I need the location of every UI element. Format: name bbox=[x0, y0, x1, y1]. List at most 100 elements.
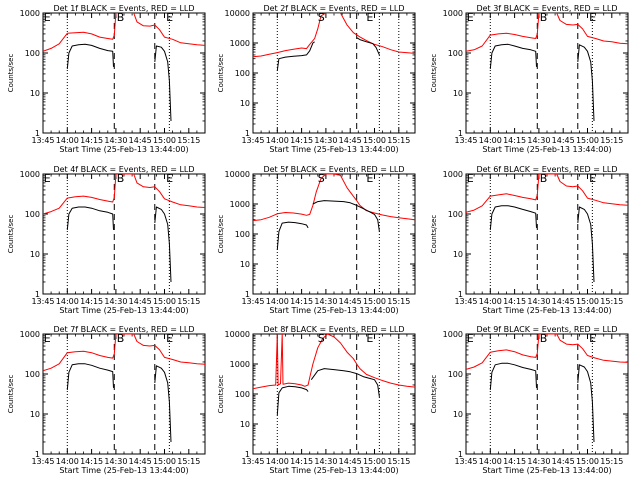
x-tick-label: 15:15 bbox=[387, 457, 410, 466]
x-tick-label: 15:15 bbox=[177, 136, 200, 145]
events-series-line bbox=[154, 45, 172, 122]
interval-marker-label: E bbox=[166, 172, 173, 185]
lld-series-line bbox=[43, 13, 205, 52]
interval-marker-label: E bbox=[467, 332, 474, 345]
x-tick-label: 14:00 bbox=[56, 297, 79, 306]
x-tick-label: 15:15 bbox=[387, 297, 410, 306]
y-tick-label: 10 bbox=[453, 89, 463, 98]
x-axis-label: Start Time (25-Feb-13 13:44:00) bbox=[59, 145, 188, 154]
interval-marker-label: E bbox=[166, 11, 173, 24]
x-tick-label: 14:00 bbox=[56, 136, 79, 145]
x-tick-label: 14:30 bbox=[104, 297, 127, 306]
interval-marker-label: S bbox=[318, 332, 325, 345]
x-tick-label: 14:30 bbox=[314, 297, 337, 306]
x-tick-label: 14:15 bbox=[503, 457, 526, 466]
interval-marker-label: E bbox=[589, 332, 596, 345]
events-series-line bbox=[66, 43, 114, 69]
y-tick-label: 100 bbox=[448, 370, 463, 379]
y-tick-label: 1000 bbox=[443, 330, 463, 339]
interval-marker-label: E bbox=[589, 11, 596, 24]
x-tick-label: 14:15 bbox=[503, 297, 526, 306]
x-tick-label: 15:00 bbox=[363, 136, 386, 145]
series-group bbox=[466, 174, 628, 283]
panel-title: Det 3f BLACK = Events, RED = LLD bbox=[476, 4, 617, 13]
panel-title: Det 1f BLACK = Events, RED = LLD bbox=[53, 4, 194, 13]
interval-marker-label: E bbox=[366, 11, 373, 24]
lld-series-line bbox=[466, 174, 628, 213]
lld-series-line bbox=[466, 334, 628, 370]
events-series-line bbox=[276, 221, 309, 250]
x-tick-label: 14:45 bbox=[129, 457, 152, 466]
x-tick-label: 15:15 bbox=[177, 297, 200, 306]
chart-panel-5: 1 10 100 1000 10000 13:45 14:00 14:15 14:30 14:45… bbox=[217, 165, 416, 315]
x-tick-label: 14:00 bbox=[266, 136, 289, 145]
x-tick-label: 13:45 bbox=[241, 297, 264, 306]
y-axis-label: Counts/sec bbox=[430, 375, 438, 414]
series-group bbox=[253, 334, 415, 416]
chart-panel-1: 1 10 100 1000 13:45 14:00 14:15 14:30 14:45 15:00… bbox=[7, 4, 206, 154]
x-axis-label: Start Time (25-Feb-13 13:44:00) bbox=[482, 145, 611, 154]
series-group bbox=[43, 334, 205, 443]
panel-title: Det 7f BLACK = Events, RED = LLD bbox=[53, 325, 194, 334]
interval-marker-label: E bbox=[366, 332, 373, 345]
x-tick-label: 14:15 bbox=[290, 136, 313, 145]
x-tick-label: 14:00 bbox=[56, 457, 79, 466]
x-tick-label: 13:45 bbox=[31, 457, 54, 466]
chart-panel-3: 1 10 100 1000 13:45 14:00 14:15 14:30 14:45 15:00… bbox=[430, 4, 629, 154]
events-series-line bbox=[489, 205, 537, 230]
interval-marker-label: B bbox=[540, 11, 548, 24]
events-series-line bbox=[66, 206, 114, 230]
x-tick-label: 14:45 bbox=[339, 136, 362, 145]
events-series-line bbox=[577, 44, 595, 122]
y-tick-label: 1 bbox=[458, 450, 463, 459]
panel-title: Det 9f BLACK = Events, RED = LLD bbox=[476, 325, 617, 334]
chart-panel-7: 1 10 100 1000 13:45 14:00 14:15 14:30 14:45 15:00… bbox=[7, 325, 206, 475]
events-series-line bbox=[276, 41, 315, 71]
y-tick-label: 1000 bbox=[20, 330, 40, 339]
x-axis-label: Start Time (25-Feb-13 13:44:00) bbox=[269, 466, 398, 475]
y-tick-label: 1 bbox=[35, 129, 40, 138]
x-tick-label: 14:15 bbox=[80, 457, 103, 466]
y-tick-label: 10 bbox=[453, 250, 463, 259]
chart-panel-6: 1 10 100 1000 13:45 14:00 14:15 14:30 14:45 15:00… bbox=[430, 165, 629, 315]
x-tick-label: 15:00 bbox=[153, 297, 176, 306]
x-tick-label: 14:00 bbox=[479, 457, 502, 466]
events-series-line bbox=[489, 43, 537, 69]
y-tick-label: 10 bbox=[453, 410, 463, 419]
interval-marker-label: E bbox=[366, 172, 373, 185]
interval-marker-label: E bbox=[44, 11, 51, 24]
y-tick-label: 1 bbox=[245, 290, 250, 299]
events-series-line bbox=[577, 206, 595, 283]
x-tick-label: 14:15 bbox=[290, 297, 313, 306]
y-tick-label: 1000 bbox=[20, 9, 40, 18]
interval-marker-label: B bbox=[117, 172, 125, 185]
x-tick-label: 14:45 bbox=[339, 457, 362, 466]
x-tick-label: 13:45 bbox=[454, 136, 477, 145]
events-series-line bbox=[310, 368, 380, 397]
x-tick-label: 14:30 bbox=[527, 457, 550, 466]
x-tick-label: 15:15 bbox=[600, 136, 623, 145]
panel-title: Det 5f BLACK = Events, RED = LLD bbox=[263, 165, 404, 174]
events-series-line bbox=[154, 365, 172, 443]
y-axis-label: Counts/sec bbox=[7, 375, 15, 414]
chart-panel-4: 1 10 100 1000 13:45 14:00 14:15 14:30 14:45 15:00… bbox=[7, 165, 206, 315]
x-tick-label: 14:00 bbox=[479, 297, 502, 306]
series-group bbox=[466, 334, 628, 443]
x-tick-label: 14:00 bbox=[479, 136, 502, 145]
y-tick-label: 1000 bbox=[20, 170, 40, 179]
interval-marker-label: E bbox=[44, 332, 51, 345]
x-tick-label: 13:45 bbox=[241, 457, 264, 466]
interval-marker-label: B bbox=[540, 172, 548, 185]
y-tick-label: 10000 bbox=[225, 330, 250, 339]
x-tick-label: 14:15 bbox=[503, 136, 526, 145]
y-axis-label: Counts/sec bbox=[217, 375, 225, 414]
y-tick-label: 1000 bbox=[443, 170, 463, 179]
panel-title: Det 2f BLACK = Events, RED = LLD bbox=[263, 4, 404, 13]
series-group bbox=[253, 174, 415, 250]
x-axis-label: Start Time (25-Feb-13 13:44:00) bbox=[482, 466, 611, 475]
events-series-line bbox=[276, 385, 309, 416]
series-group bbox=[466, 13, 628, 122]
y-tick-label: 100 bbox=[25, 370, 40, 379]
lld-series-line bbox=[253, 13, 415, 58]
x-tick-label: 13:45 bbox=[454, 457, 477, 466]
